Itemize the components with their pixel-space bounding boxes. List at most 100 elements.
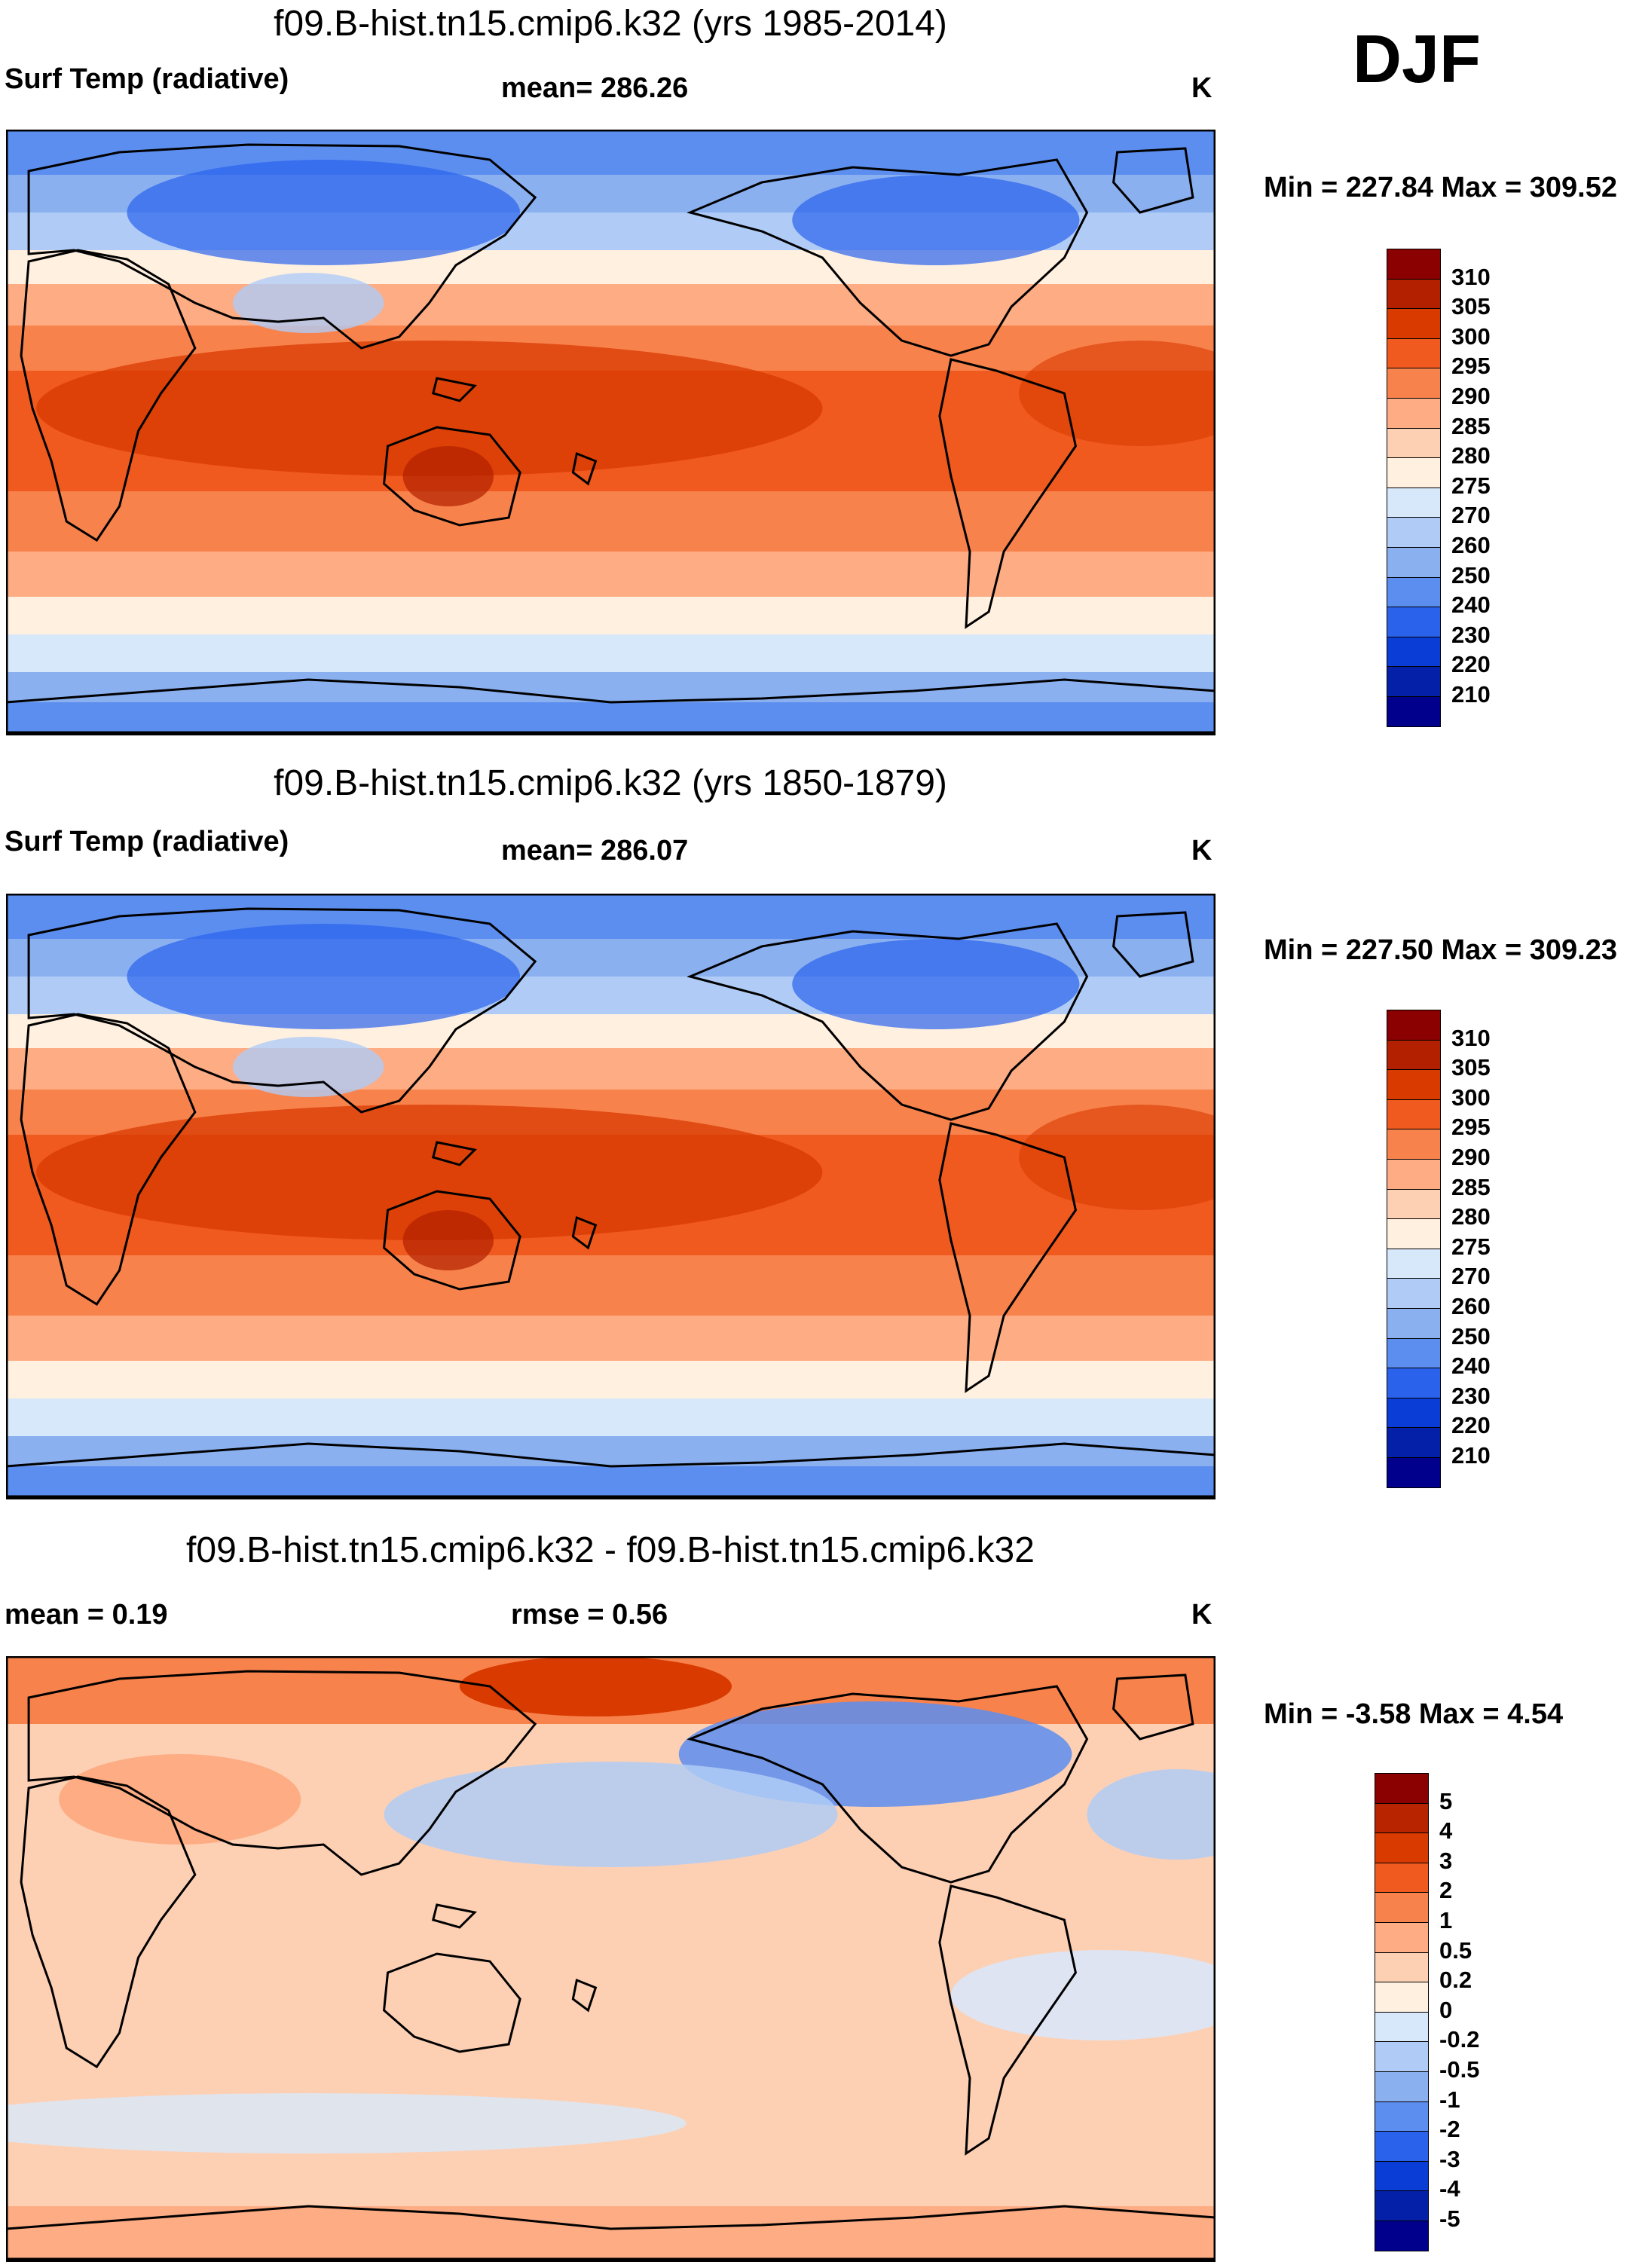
coastline — [687, 158, 1089, 357]
colorbar-tick-label: 290 — [1451, 1144, 1491, 1170]
colorbar-swatch — [1375, 2071, 1429, 2102]
colorbar-tick-label: -4 — [1439, 2175, 1460, 2202]
north-atlantic-cooling — [1087, 1769, 1216, 1860]
colorbar-swatch — [1387, 487, 1441, 518]
coastline — [1112, 1673, 1194, 1741]
colorbar-tick-label: 260 — [1451, 1293, 1491, 1319]
temperature-band — [6, 491, 1216, 552]
panel-3-map — [6, 1656, 1216, 2262]
colorbar-swatch — [1387, 338, 1441, 369]
coastline — [431, 1903, 477, 1929]
temperature-band — [6, 284, 1216, 326]
colorbar-swatch — [1375, 2190, 1429, 2221]
australia-hot-region — [402, 1210, 494, 1270]
panel-1-title: f09.B-hist.tn15.cmip6.k32 (yrs 1985-2014… — [274, 4, 947, 44]
panel-2-variable-label: Surf Temp (radiative) — [5, 826, 289, 857]
panel-2-minmax: Min = 227.50 Max = 309.23 — [1264, 934, 1617, 966]
colorbar-tick-label: -3 — [1439, 2145, 1460, 2172]
colorbar-swatch — [1387, 1218, 1441, 1249]
colorbar-tick-label: 305 — [1451, 1054, 1491, 1081]
antarctic-warming-band — [6, 2206, 1216, 2262]
colorbar-tick-label: 5 — [1439, 1787, 1453, 1814]
siberia-cold-region — [127, 160, 521, 265]
canada-cold-region — [792, 939, 1080, 1029]
temperature-band — [6, 702, 1216, 735]
colorbar-swatch — [1375, 1982, 1429, 2013]
colorbar-swatch — [1375, 2221, 1429, 2251]
coastline — [938, 358, 1078, 629]
colorbar-tick-label: 270 — [1451, 502, 1491, 529]
colorbar-tick-label: -5 — [1439, 2205, 1460, 2232]
colorbar-tick-label: 290 — [1451, 383, 1491, 409]
temperature-band — [6, 672, 1216, 702]
colorbar-tick-label: -1 — [1439, 2086, 1460, 2113]
colorbar-swatch — [1387, 398, 1441, 429]
coastline — [571, 1215, 598, 1250]
coastline — [938, 1884, 1078, 2156]
southern-ocean-cooling — [6, 2093, 687, 2153]
coastline — [27, 1670, 537, 1876]
panel-1-variable-label: Surf Temp (radiative) — [5, 63, 289, 95]
colorbar-swatch — [1387, 1188, 1441, 1220]
panel-1-units: K — [1191, 72, 1213, 104]
map-svg — [6, 1656, 1216, 2262]
panel-3-minmax: Min = -3.58 Max = 4.54 — [1264, 1698, 1564, 1730]
colorbar-swatch — [1375, 1773, 1429, 1804]
coastline — [6, 1442, 1216, 1498]
colorbar-swatch — [1387, 607, 1441, 637]
colorbar-swatch — [1387, 636, 1441, 668]
colorbar-swatch — [1375, 1802, 1429, 1834]
colorbar-tick-label: 0.2 — [1439, 1967, 1472, 1994]
colorbar-tick-label: 285 — [1451, 1173, 1491, 1200]
temperature-band — [6, 1361, 1216, 1398]
temperature-band — [6, 1436, 1216, 1466]
colorbar-swatch — [1387, 666, 1441, 697]
colorbar-swatch — [1387, 1069, 1441, 1100]
coastline — [1112, 147, 1194, 214]
panel-1-minmax: Min = 227.84 Max = 309.52 — [1264, 172, 1617, 203]
panel-3-title: f09.B-hist.tn15.cmip6.k32 - f09.B-hist.t… — [186, 1530, 1035, 1570]
coastline — [6, 2205, 1216, 2260]
temperature-band — [6, 1398, 1216, 1436]
tibet-cold-region — [232, 273, 384, 333]
temperature-band — [6, 1316, 1216, 1361]
coastline — [27, 143, 537, 350]
panel-3-mean-label: mean = 0.19 — [5, 1599, 168, 1631]
coastline — [20, 1775, 197, 2069]
colorbar-tick-label: -2 — [1439, 2116, 1460, 2143]
temperature-band — [6, 1255, 1216, 1316]
colorbar-tick-label: 250 — [1451, 561, 1491, 588]
colorbar-tick-label: 2 — [1439, 1877, 1453, 1904]
coastline — [938, 1122, 1078, 1393]
temperature-band — [6, 597, 1216, 634]
colorbar-tick-label: 250 — [1451, 1322, 1491, 1349]
colorbar-tick-label: 295 — [1451, 1114, 1491, 1141]
colorbar-tick-label: 310 — [1451, 1024, 1491, 1051]
colorbar-swatch — [1387, 1308, 1441, 1339]
colorbar-tick-label: 295 — [1451, 353, 1491, 380]
season-label: DJF — [1353, 22, 1482, 97]
colorbar-swatch — [1387, 427, 1441, 459]
colorbar-tick-label: 210 — [1451, 681, 1491, 708]
coastline — [20, 1013, 197, 1307]
colorbar-swatch — [1387, 368, 1441, 399]
panel-3-units: K — [1191, 1599, 1213, 1631]
colorbar-tick-label: 1 — [1439, 1907, 1453, 1933]
colorbar-swatch — [1375, 2011, 1429, 2043]
temperature-band — [6, 130, 1216, 175]
coastline — [571, 451, 598, 486]
colorbar-tick-label: 230 — [1451, 621, 1491, 648]
canada-cold-region — [792, 175, 1080, 265]
coastline — [1112, 911, 1194, 978]
colorbar-swatch — [1387, 1427, 1441, 1458]
colorbar-tick-label: 310 — [1451, 263, 1491, 290]
colorbar-tick-label: -0.2 — [1439, 2026, 1480, 2053]
tibet-cold-region — [232, 1037, 384, 1097]
warm-pool — [36, 1105, 823, 1240]
colorbar-tick-label: 300 — [1451, 322, 1491, 350]
temperature-band — [6, 250, 1216, 284]
arctic-warming-core — [459, 1656, 732, 1716]
panel-2-mean-label: mean= 286.07 — [501, 835, 689, 867]
coastline — [382, 426, 521, 527]
australia-hot-region — [402, 446, 494, 506]
